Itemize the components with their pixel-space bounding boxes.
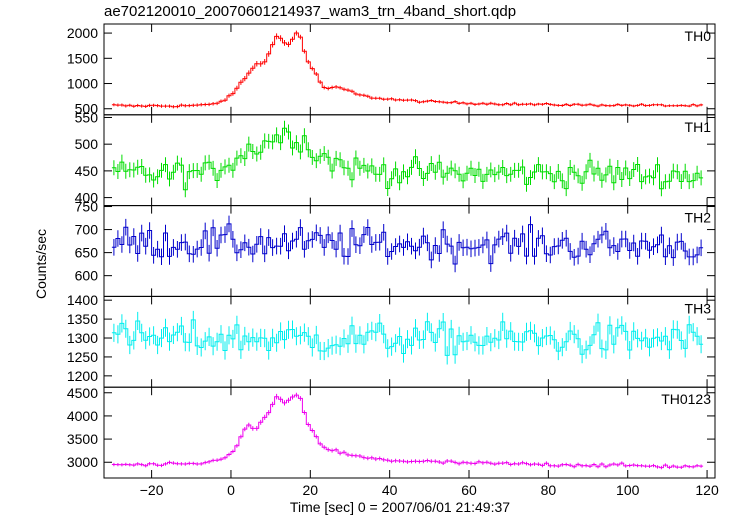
y-tick-label: 3500 [67,431,98,447]
y-tick-label: 3000 [67,454,98,470]
x-tick-label: 0 [227,482,235,498]
error-bars [113,30,702,109]
panel-th0123: 3000 3500 4000 4500 TH0123 [67,385,716,479]
panel-th3: 1200 1250 1300 1350 1400 TH3 [67,292,716,388]
error-bars [113,120,702,198]
error-bars [113,392,702,470]
x-tick-label: 80 [541,482,557,498]
panel-label: TH0123 [661,391,711,407]
y-tick-label: 500 [75,101,99,117]
x-tick-label: 60 [461,482,477,498]
light-curve-line [111,32,704,108]
panel-label: TH1 [685,119,712,135]
error-bars [113,215,702,273]
series-th2 [111,215,704,273]
y-tick-label: 1300 [67,330,98,346]
y-axis-title: Counts/sec [33,229,49,299]
y-tick-label: 1000 [67,76,98,92]
chart-title: ae702120010_20070601214937_wam3_trn_4ban… [104,3,516,20]
y-tick-label: 750 [75,199,99,215]
y-tick-label: 1250 [67,349,98,365]
panel-th1: 400 450 500 550 TH1 [75,109,716,207]
light-curve-line [111,319,704,356]
panel-label: TH2 [685,210,712,226]
y-tick-label: 600 [75,268,99,284]
y-tick-label: 550 [75,109,99,125]
panel-label: TH0 [685,28,712,44]
x-tick-label: 40 [382,482,398,498]
light-curve-line [111,127,704,191]
series-th1 [111,120,704,198]
x-tick-label: −20 [140,482,164,498]
x-tick-label: 120 [695,482,719,498]
error-bars [113,310,702,365]
y-tick-label: 2000 [67,25,98,41]
series-th0 [111,30,704,109]
panel-frame [103,386,716,479]
light-curve-line [111,223,704,265]
panel-th2: 600 650 700 750 TH2 [75,199,716,297]
y-tick-label: 650 [75,245,99,261]
y-tick-label: 1400 [67,292,98,308]
y-tick-label: 450 [75,163,99,179]
panel-frame [103,23,716,116]
y-tick-label: 4000 [67,408,98,424]
series-th0123 [111,392,704,470]
y-tick-label: 500 [75,136,99,152]
y-tick-label: 4500 [67,385,98,401]
x-axis: −20 0 20 40 60 80 100 120 [140,482,719,498]
panel-th0: 500 1000 1500 2000 TH0 [67,23,716,117]
series-th3 [111,310,704,365]
y-tick-label: 700 [75,222,99,238]
panel-frame [103,114,716,207]
panel-label: TH3 [685,300,712,316]
x-tick-label: 100 [616,482,640,498]
y-tick-label: 1350 [67,311,98,327]
x-axis-title: Time [sec] 0 = 2007/06/01 21:49:37 [290,499,510,515]
x-tick-label: 20 [303,482,319,498]
y-tick-label: 1500 [67,50,98,66]
y-tick-label: 1200 [67,368,98,384]
y-tick-label: 400 [75,190,99,206]
light-curve-line [111,394,704,469]
